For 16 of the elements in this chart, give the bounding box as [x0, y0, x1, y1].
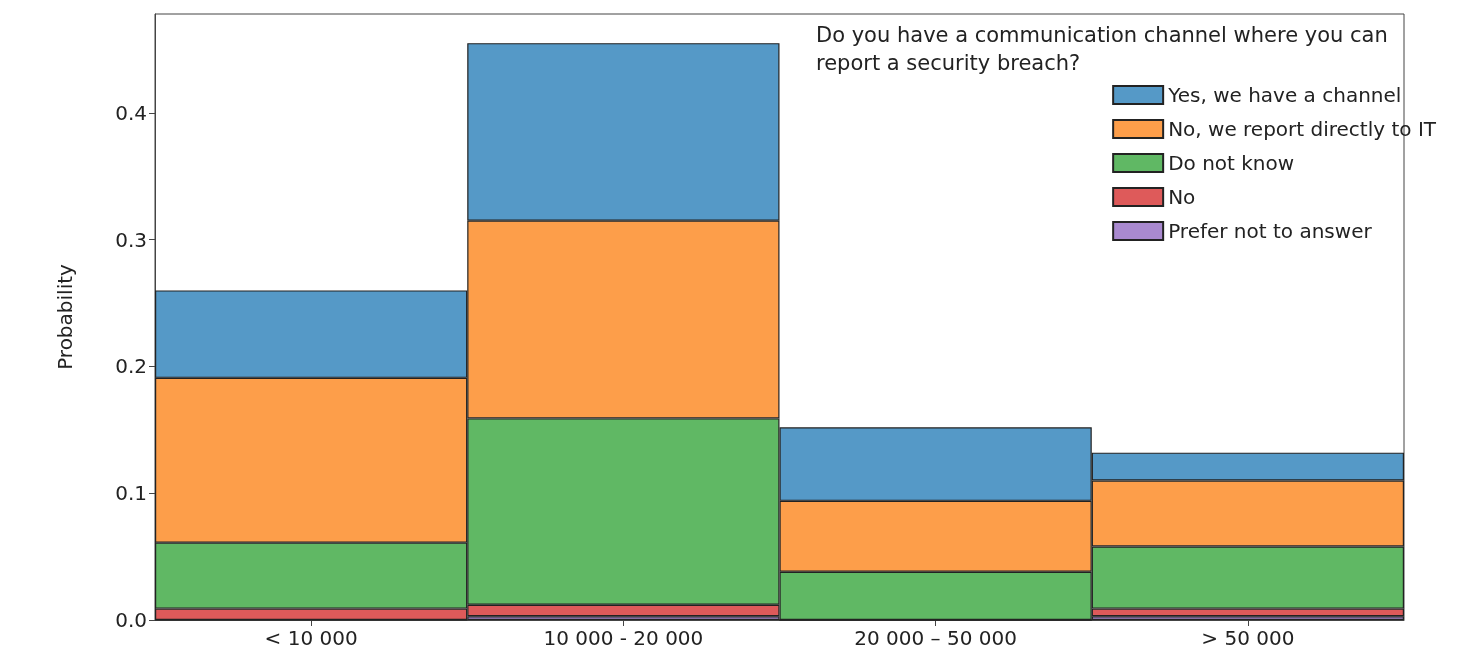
y-axis-title: Probability: [53, 263, 77, 370]
legend-label: Yes, we have a channel: [1167, 83, 1402, 107]
legend-label: Prefer not to answer: [1168, 219, 1373, 243]
x-tick-label: 20 000 – 50 000: [854, 626, 1017, 650]
legend-title: Do you have a communication channel where you can report a security breach?: [816, 23, 1395, 75]
legend-label: Do not know: [1168, 151, 1295, 175]
legend-label: No: [1168, 185, 1196, 209]
x-tick-label: 10 000 - 20 000: [543, 626, 704, 650]
y-tick-label: 0.1: [115, 481, 147, 506]
y-tick-label: 0.3: [115, 227, 147, 252]
y-tick-label: 0.0: [115, 608, 147, 632]
y-tick-label: 0.2: [115, 354, 147, 379]
y-tick-label: 0.4: [115, 100, 147, 125]
x-tick-label: < 10 000: [264, 626, 358, 650]
legend-label: No, we report directly to IT: [1168, 117, 1437, 141]
x-tick-label: > 50 000: [1201, 626, 1295, 650]
